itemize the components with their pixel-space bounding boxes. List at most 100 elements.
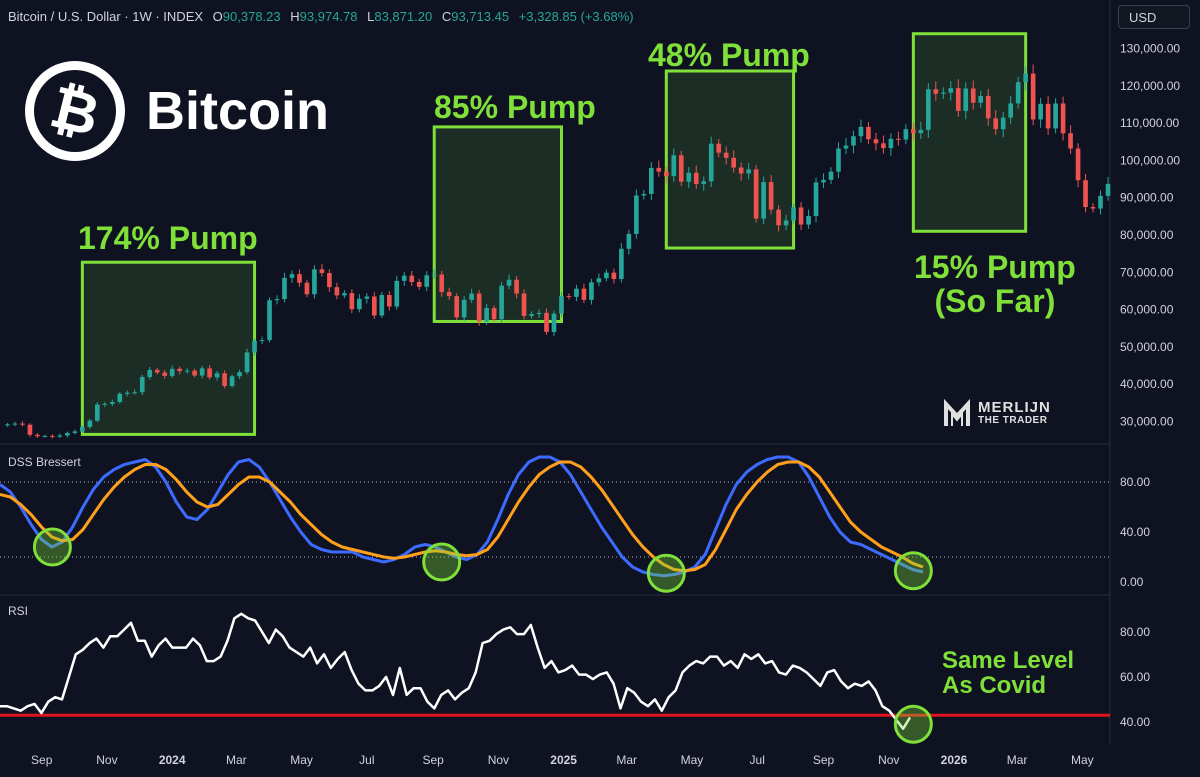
candle-body	[364, 296, 370, 299]
candle-body	[446, 292, 452, 297]
candle-body	[903, 129, 909, 140]
merlijn-m-icon	[944, 398, 970, 426]
candle-body	[416, 281, 422, 287]
candle-body	[72, 431, 78, 433]
symbol-header: Bitcoin / U.S. Dollar · 1W · INDEX O90,3…	[8, 9, 634, 24]
candle-body	[619, 248, 624, 279]
pump-label-1: 174% Pump	[78, 220, 258, 256]
candle-body	[1045, 103, 1051, 129]
candle-body	[708, 143, 714, 182]
candle-body	[12, 423, 18, 425]
signal-circles	[32, 527, 933, 744]
candle-body	[798, 207, 804, 225]
y-axis-labels: 30,000.00 40,000.00 50,000.00 60,000.00 70,0…	[1120, 42, 1180, 729]
high-label: H	[290, 9, 300, 24]
rsi-tick-label: 40.00	[1120, 715, 1150, 729]
highlight-box	[432, 125, 563, 323]
candle-body	[274, 299, 280, 301]
candle-body	[948, 88, 954, 93]
x-tick-label: May	[681, 753, 704, 767]
candle-body	[723, 152, 729, 158]
candle-body	[439, 274, 445, 293]
price-tick-label: 90,000.00	[1120, 191, 1174, 205]
candle-body	[65, 432, 70, 436]
candle-body	[761, 182, 766, 219]
x-tick-label: Mar	[616, 753, 637, 767]
x-tick-label: May	[1071, 753, 1094, 767]
pump-label-2: 85% Pump	[434, 89, 596, 125]
rsi-tick-label: 60.00	[1120, 670, 1150, 684]
dss-tick-label: 0.00	[1120, 575, 1144, 589]
rsi-pane	[0, 612, 1110, 730]
candle-body	[843, 145, 849, 149]
candle-body	[1060, 103, 1066, 134]
candle-body	[589, 282, 594, 300]
rsi-signal-circle	[893, 704, 933, 744]
price-tick-label: 40,000.00	[1120, 377, 1174, 391]
candle-body	[499, 285, 504, 320]
symbol-title: Bitcoin / U.S. Dollar · 1W · INDEX	[8, 9, 204, 24]
candle-body	[536, 312, 542, 315]
price-tick-label: 70,000.00	[1120, 265, 1174, 279]
candle-body	[1090, 207, 1096, 209]
candle-body	[297, 274, 302, 283]
candle-body	[169, 368, 175, 376]
candle-body	[431, 274, 437, 276]
highlight-box	[664, 69, 796, 250]
pump-label-4-line1: 15% Pump	[914, 249, 1076, 285]
candle-body	[199, 368, 205, 376]
candle-body	[334, 287, 340, 296]
logo-wordmark: Bitcoin	[146, 81, 329, 141]
rsi-note-line2: As Covid	[942, 672, 1047, 699]
candle-body	[237, 372, 242, 377]
candle-body	[109, 401, 115, 404]
candle-body	[955, 88, 961, 111]
candle-body	[409, 275, 415, 282]
candle-body	[768, 182, 774, 210]
close-value: 93,713.45	[451, 9, 510, 24]
candle-body	[484, 308, 489, 322]
x-tick-label: May	[290, 753, 313, 767]
candle-body	[596, 278, 602, 283]
candle-body	[611, 272, 617, 279]
dss-signal-circle	[422, 542, 462, 582]
rsi-tick-label: 80.00	[1120, 625, 1150, 639]
candle-body	[124, 392, 130, 394]
x-tick-label: Mar	[226, 753, 247, 767]
candle-body	[57, 435, 63, 437]
candle-body	[177, 368, 182, 372]
candle-body	[259, 340, 265, 342]
x-tick-label: Nov	[488, 753, 509, 767]
candle-body	[753, 169, 759, 219]
candle-body	[1015, 82, 1021, 104]
candle-body	[836, 148, 841, 172]
dss-tick-label: 80.00	[1120, 475, 1150, 489]
dss-signal-circle	[646, 553, 686, 593]
price-tick-label: 100,000.00	[1120, 153, 1180, 167]
price-tick-label: 110,000.00	[1120, 116, 1179, 130]
candle-body	[514, 279, 519, 294]
candle-body	[551, 313, 557, 332]
candle-body	[1008, 103, 1013, 118]
candle-body	[656, 167, 662, 172]
candle-body	[139, 377, 145, 393]
candle-body	[1083, 180, 1088, 208]
candle-body	[940, 92, 946, 94]
candle-body	[27, 424, 33, 435]
candle-body	[132, 392, 138, 394]
candle-body	[1098, 195, 1103, 209]
candle-body	[401, 275, 407, 281]
candle-body	[476, 293, 482, 322]
candle-body	[626, 233, 632, 249]
candle-body	[312, 269, 317, 295]
candle-body	[559, 296, 564, 314]
candle-body	[926, 89, 931, 130]
dss-tick-label: 40.00	[1120, 525, 1150, 539]
dss-bressert-pane	[0, 455, 924, 578]
currency-button[interactable]: USD	[1118, 5, 1190, 29]
price-tick-label: 30,000.00	[1120, 414, 1174, 428]
candle-body	[693, 172, 699, 184]
candle-body	[252, 340, 257, 353]
candle-body	[244, 352, 250, 373]
